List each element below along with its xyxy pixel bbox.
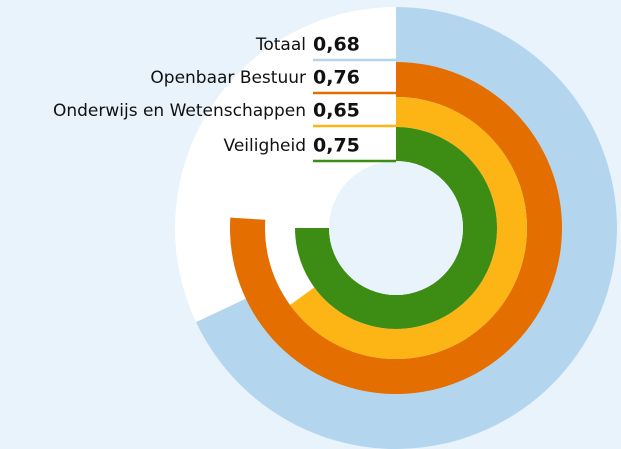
value-label: 0,76	[313, 67, 360, 89]
radial-bar	[295, 127, 497, 329]
category-label: Onderwijs en Wetenschappen	[53, 101, 306, 121]
value-label: 0,68	[313, 34, 360, 56]
value-label: 0,75	[313, 135, 360, 157]
category-label: Totaal	[255, 35, 306, 55]
value-label: 0,65	[313, 100, 360, 122]
category-label: Veiligheid	[224, 136, 306, 156]
category-label: Openbaar Bestuur	[150, 68, 306, 88]
center-disc	[329, 161, 463, 295]
